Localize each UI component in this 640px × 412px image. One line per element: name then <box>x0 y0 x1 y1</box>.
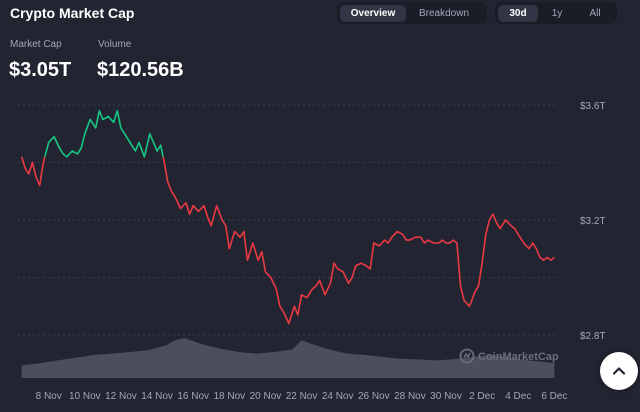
volume-label: Volume <box>98 39 132 50</box>
volume-area <box>21 338 555 378</box>
x-tick-label: 20 Nov <box>250 391 282 402</box>
page-title: Crypto Market Cap <box>10 5 135 21</box>
price-line-down <box>162 156 555 325</box>
y-tick-label: $3.6T <box>580 101 606 112</box>
price-line-down <box>20 156 46 187</box>
grid-layer <box>18 104 558 336</box>
x-tick-label: 24 Nov <box>322 391 354 402</box>
x-tick-label: 10 Nov <box>69 391 101 402</box>
tab-range-30d[interactable]: 30d <box>498 4 538 22</box>
x-tick-label: 14 Nov <box>141 391 173 402</box>
market-cap-label: Market Cap <box>10 39 62 50</box>
x-tick-label: 12 Nov <box>105 391 137 402</box>
x-tick-label: 4 Dec <box>505 391 531 402</box>
x-tick-label: 2 Dec <box>469 391 495 402</box>
coinmarketcap-logo-icon <box>459 348 475 364</box>
scroll-top-button[interactable] <box>600 352 638 390</box>
tab-breakdown[interactable]: Breakdown <box>418 7 470 19</box>
x-tick-label: 8 Nov <box>36 391 62 402</box>
chevron-up-icon <box>612 367 626 375</box>
x-tick-label: 28 Nov <box>394 391 426 402</box>
x-tick-label: 30 Nov <box>430 391 462 402</box>
x-tick-label: 26 Nov <box>358 391 390 402</box>
x-tick-label: 6 Dec <box>541 391 567 402</box>
tab-range-all[interactable]: All <box>589 7 601 19</box>
tab-range-1y[interactable]: 1y <box>551 7 563 19</box>
range-tab-group: 30d 1y All <box>495 2 617 24</box>
y-tick-label: $3.2T <box>580 216 606 227</box>
x-tick-label: 18 Nov <box>213 391 245 402</box>
line-layer <box>20 110 555 325</box>
x-tick-label: 16 Nov <box>177 391 209 402</box>
price-line-up <box>44 110 164 158</box>
y-axis-labels: $3.6T $3.2T $2.8T <box>580 101 606 342</box>
view-tab-group: Overview Breakdown <box>337 2 487 24</box>
volume-layer <box>21 338 555 378</box>
market-cap-value: $3.05T <box>9 59 72 81</box>
watermark-text: CoinMarketCap <box>478 351 559 363</box>
tab-overview[interactable]: Overview <box>340 4 406 22</box>
volume-value: $120.56B <box>97 59 184 81</box>
y-tick-label: $2.8T <box>580 331 606 342</box>
x-tick-label: 22 Nov <box>286 391 318 402</box>
watermark: CoinMarketCap <box>459 348 559 364</box>
x-axis-labels: 8 Nov 10 Nov 12 Nov 14 Nov 16 Nov 18 Nov 20 No… <box>36 391 568 402</box>
